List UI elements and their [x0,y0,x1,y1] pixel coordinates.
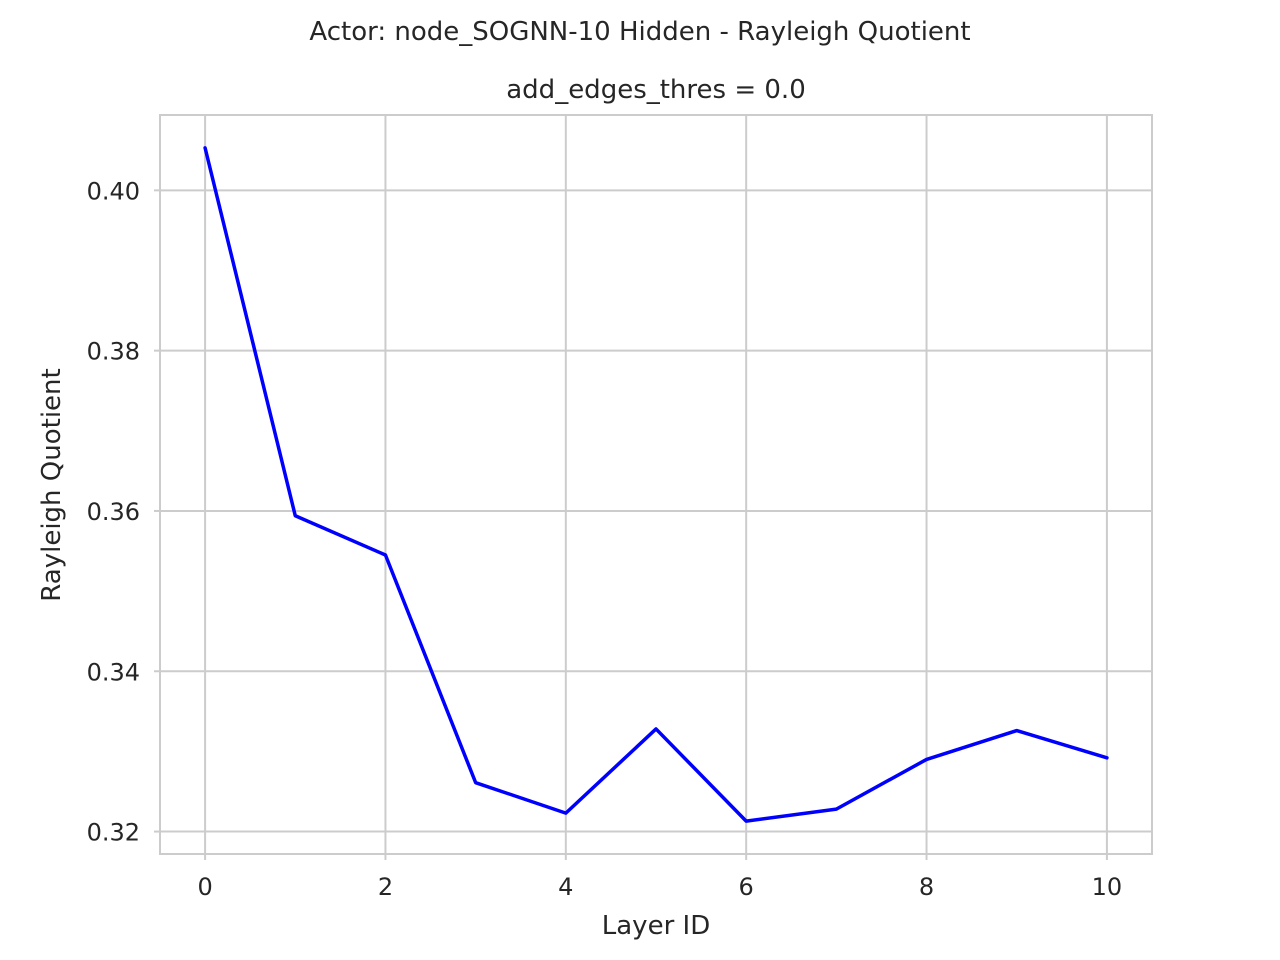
series-lines [203,146,1109,823]
x-tick-label: 0 [197,873,212,901]
x-tick-label: 6 [739,873,754,901]
chart-title: add_edges_thres = 0.0 [506,75,805,105]
y-axis-label: Rayleigh Quotient [37,368,67,601]
y-tick-label: 0.40 [87,177,140,205]
grid-lines [154,115,1152,860]
x-tick-label: 2 [378,873,393,901]
y-tick-label: 0.36 [87,498,140,526]
x-tick-label: 4 [558,873,573,901]
x-tick-label: 10 [1092,873,1123,901]
x-axis-label: Layer ID [602,911,710,941]
plot-area-frame [159,114,1153,855]
x-tick-label: 8 [919,873,934,901]
y-tick-label: 0.34 [87,658,140,686]
tick-labels: 0 2 4 6 8 10 0.32 0.34 0.36 0.38 0.40 [87,177,1123,901]
chart-suptitle: Actor: node_SOGNN-10 Hidden - Rayleigh Q… [309,17,970,47]
series-line [203,146,1109,823]
y-tick-label: 0.32 [87,819,140,847]
y-tick-label: 0.38 [87,338,140,366]
